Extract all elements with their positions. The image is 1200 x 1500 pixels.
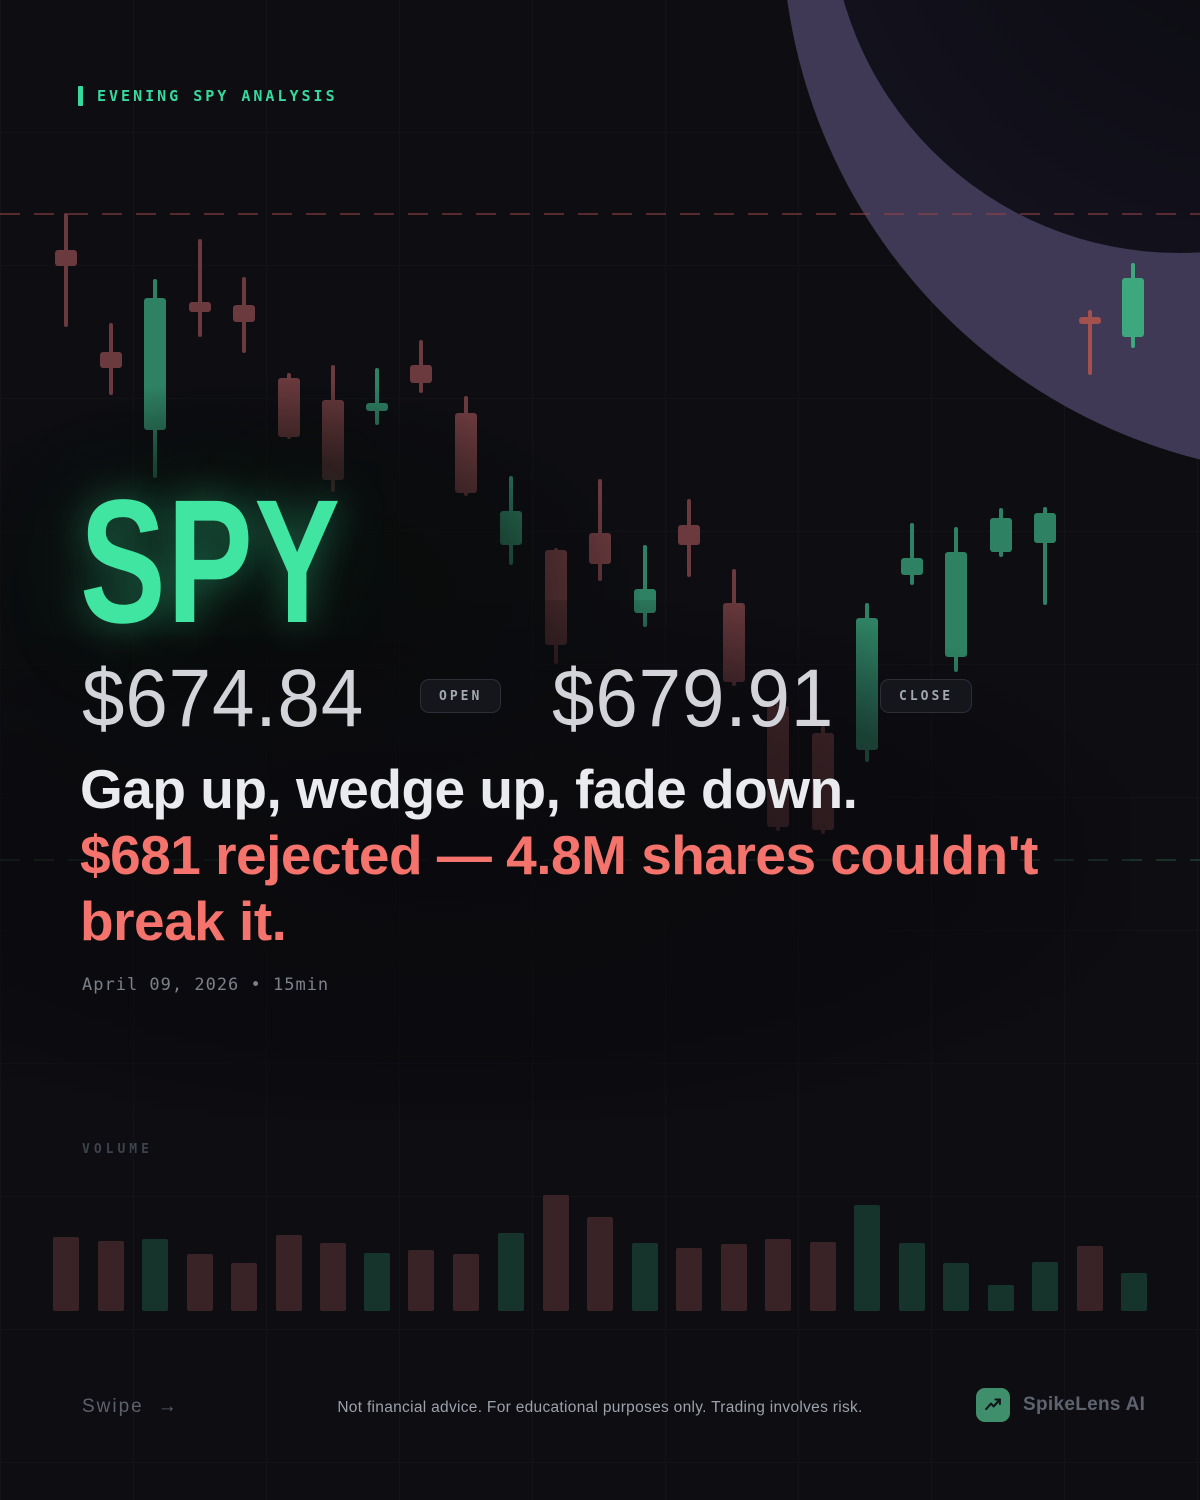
volume-bar [899, 1243, 925, 1311]
arrow-right-icon: → [157, 1396, 179, 1417]
tag-label: EVENING SPY ANALYSIS [97, 87, 338, 105]
headline-line1: Gap up, wedge up, fade down. [80, 758, 858, 820]
volume-bar [1077, 1246, 1103, 1311]
volume-bar [721, 1244, 747, 1311]
volume-bar [187, 1254, 213, 1311]
volume-bar [587, 1217, 613, 1311]
swipe-label: Swipe [82, 1396, 144, 1417]
volume-bar [988, 1285, 1014, 1311]
candle-body [990, 518, 1012, 552]
resistance-dashed-line [0, 213, 1200, 215]
volume-bar [276, 1235, 302, 1311]
open-price-value: $674.84 [82, 653, 365, 744]
open-badge: OPEN [420, 679, 502, 713]
candle-wick [64, 213, 68, 327]
candle-wick [643, 545, 647, 627]
date-timeframe: April 09, 2026 • 15min [82, 975, 330, 995]
volume-bar [1121, 1273, 1147, 1311]
candle-wick [198, 239, 202, 337]
disclaimer-text: Not financial advice. For educational pu… [337, 1399, 863, 1416]
swipe-button[interactable]: Swipe → [82, 1396, 179, 1418]
candle-wick [1043, 507, 1047, 605]
volume-bar [231, 1263, 257, 1311]
volume-bar [98, 1241, 124, 1311]
headline: Gap up, wedge up, fade down. $681 reject… [80, 756, 1160, 954]
candle-body [410, 365, 432, 383]
candle-body [1079, 317, 1101, 324]
candle-body [55, 250, 77, 266]
volume-bar [498, 1233, 524, 1311]
volume-bar [676, 1248, 702, 1311]
candle-body [233, 305, 255, 322]
volume-bar [1032, 1262, 1058, 1311]
volume-bar [632, 1243, 658, 1311]
volume-bar [943, 1263, 969, 1311]
volume-bar [765, 1239, 791, 1311]
volume-bar [53, 1237, 79, 1311]
price-row: $674.84 OPEN $679.91 CLOSE [0, 658, 1200, 748]
volume-bar [543, 1195, 569, 1311]
volume-bar [364, 1253, 390, 1311]
candle-body [1034, 513, 1056, 543]
brand-lockup: SpikeLens AI [976, 1388, 1145, 1422]
volume-label: VOLUME [82, 1142, 153, 1157]
section-tag: EVENING SPY ANALYSIS [78, 86, 338, 106]
candle-body [1122, 278, 1144, 337]
volume-bar [142, 1239, 168, 1311]
trending-up-icon [976, 1388, 1010, 1422]
volume-bar [408, 1250, 434, 1311]
close-price-value: $679.91 [552, 653, 835, 744]
volume-bar [810, 1242, 836, 1311]
tag-accent-bar-icon [78, 86, 83, 106]
candle-wick [1088, 310, 1092, 375]
ticker-symbol: SPY [80, 464, 342, 660]
close-badge: CLOSE [880, 679, 973, 713]
volume-bar [453, 1254, 479, 1311]
footer: Swipe → Not financial advice. For educat… [0, 1388, 1200, 1432]
candle-body [189, 302, 211, 312]
candle-wick [910, 523, 914, 585]
candle-body [100, 352, 122, 368]
candle-body [678, 525, 700, 545]
volume-bar [854, 1205, 880, 1311]
headline-line2: $681 rejected — 4.8M shares couldn't bre… [80, 824, 1038, 952]
candle-body [901, 558, 923, 575]
volume-bar [320, 1243, 346, 1311]
brand-name: SpikeLens AI [1023, 1394, 1146, 1415]
